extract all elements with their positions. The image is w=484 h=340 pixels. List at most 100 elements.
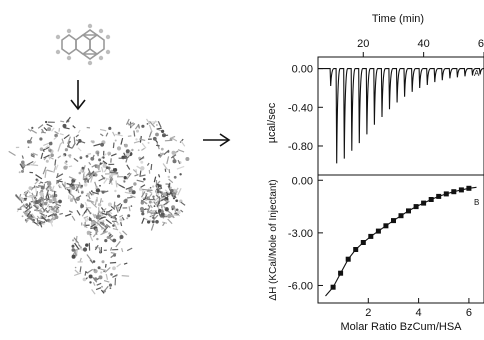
- protein-bond: [92, 281, 96, 287]
- protein-bond: [60, 120, 65, 123]
- protein-bond: [74, 251, 77, 257]
- protein-bond: [70, 187, 72, 194]
- protein-bond: [120, 221, 123, 227]
- protein-bond: [103, 178, 108, 184]
- protein-bond: [158, 190, 164, 196]
- protein-atom: [48, 148, 52, 152]
- protein-bond: [88, 161, 92, 166]
- protein-bond: [30, 200, 38, 203]
- protein-bond: [153, 214, 159, 221]
- protein-bond: [177, 159, 181, 165]
- protein-bond: [41, 198, 47, 202]
- protein-bond: [120, 137, 124, 145]
- protein-bond: [73, 136, 76, 144]
- panel-a-frame: [317, 56, 484, 176]
- protein-atom: [113, 168, 118, 172]
- protein-atom: [139, 187, 143, 191]
- protein-bond: [149, 120, 156, 128]
- protein-bond: [108, 211, 113, 215]
- panel-b-data-point: [375, 228, 381, 234]
- protein-bond: [90, 201, 98, 208]
- protein-atom: [108, 283, 113, 287]
- protein-bond: [68, 176, 77, 181]
- protein-atom: [147, 141, 150, 144]
- protein-atom: [74, 266, 77, 269]
- protein-bond: [140, 210, 144, 213]
- protein-atom: [27, 139, 31, 144]
- protein-bond: [119, 214, 124, 218]
- protein-atom: [164, 214, 167, 217]
- protein-bond: [162, 134, 169, 137]
- protein-atom: [98, 210, 101, 214]
- protein-bond: [105, 132, 109, 137]
- protein-bond: [42, 131, 46, 134]
- protein-bond: [98, 216, 106, 220]
- protein-bond: [83, 208, 88, 214]
- protein-bond: [58, 178, 63, 181]
- protein-bond: [112, 228, 119, 231]
- protein-bond: [146, 162, 150, 166]
- protein-atom: [124, 143, 128, 148]
- protein-atom: [94, 228, 99, 232]
- protein-atom: [94, 214, 97, 217]
- protein-bond: [156, 184, 159, 190]
- protein-structure-image: [8, 116, 190, 295]
- protein-bond: [126, 172, 131, 176]
- protein-atom: [108, 232, 111, 235]
- protein-atom: [152, 195, 155, 198]
- protein-bond: [33, 204, 39, 210]
- protein-atom: [158, 208, 162, 213]
- panel-b-frame: [317, 174, 484, 304]
- protein-bond: [82, 165, 86, 173]
- protein-bond: [92, 213, 96, 219]
- protein-bond: [46, 198, 50, 201]
- protein-bond: [78, 181, 82, 188]
- protein-bond: [77, 147, 82, 152]
- protein-atom: [124, 198, 128, 202]
- protein-bond: [136, 165, 142, 170]
- protein-bond: [42, 166, 47, 175]
- protein-atom: [25, 203, 29, 207]
- protein-bond: [39, 207, 43, 211]
- protein-bond: [104, 266, 111, 273]
- protein-bond: [32, 152, 38, 156]
- panel-a-y-tick-label: -0.40: [288, 102, 313, 114]
- protein-bond: [22, 204, 29, 210]
- protein-bond: [133, 140, 142, 144]
- panel-b-data-point: [451, 189, 457, 195]
- protein-bond: [168, 169, 171, 174]
- protein-bond: [90, 175, 94, 183]
- protein-bond: [103, 280, 110, 283]
- protein-atom: [177, 210, 181, 214]
- protein-bond: [31, 196, 35, 204]
- protein-atom: [47, 219, 50, 222]
- protein-atom: [93, 268, 96, 271]
- protein-bond: [26, 189, 31, 194]
- protein-bond: [99, 128, 107, 132]
- protein-bond: [133, 130, 136, 137]
- protein-bond: [38, 220, 46, 224]
- protein-bond: [48, 145, 51, 150]
- protein-bond: [137, 124, 140, 129]
- protein-atom: [101, 190, 105, 194]
- protein-atom: [114, 217, 118, 221]
- protein-atom: [18, 171, 21, 174]
- protein-bond: [125, 118, 130, 126]
- protein-bond: [164, 168, 167, 172]
- protein-atom: [152, 185, 155, 188]
- protein-bond: [99, 133, 104, 137]
- protein-bond: [112, 142, 115, 149]
- protein-bond: [101, 166, 104, 173]
- protein-atom: [107, 202, 112, 207]
- protein-bond: [36, 191, 38, 197]
- protein-bond: [44, 169, 47, 178]
- protein-bond: [92, 224, 99, 227]
- protein-bond: [141, 188, 150, 191]
- protein-bond: [24, 206, 32, 213]
- protein-bond: [82, 224, 88, 229]
- panel-b-data-point: [383, 223, 389, 229]
- protein-atom: [65, 160, 68, 163]
- protein-bond: [99, 207, 107, 214]
- protein-bond: [115, 180, 118, 188]
- protein-bond: [59, 140, 65, 145]
